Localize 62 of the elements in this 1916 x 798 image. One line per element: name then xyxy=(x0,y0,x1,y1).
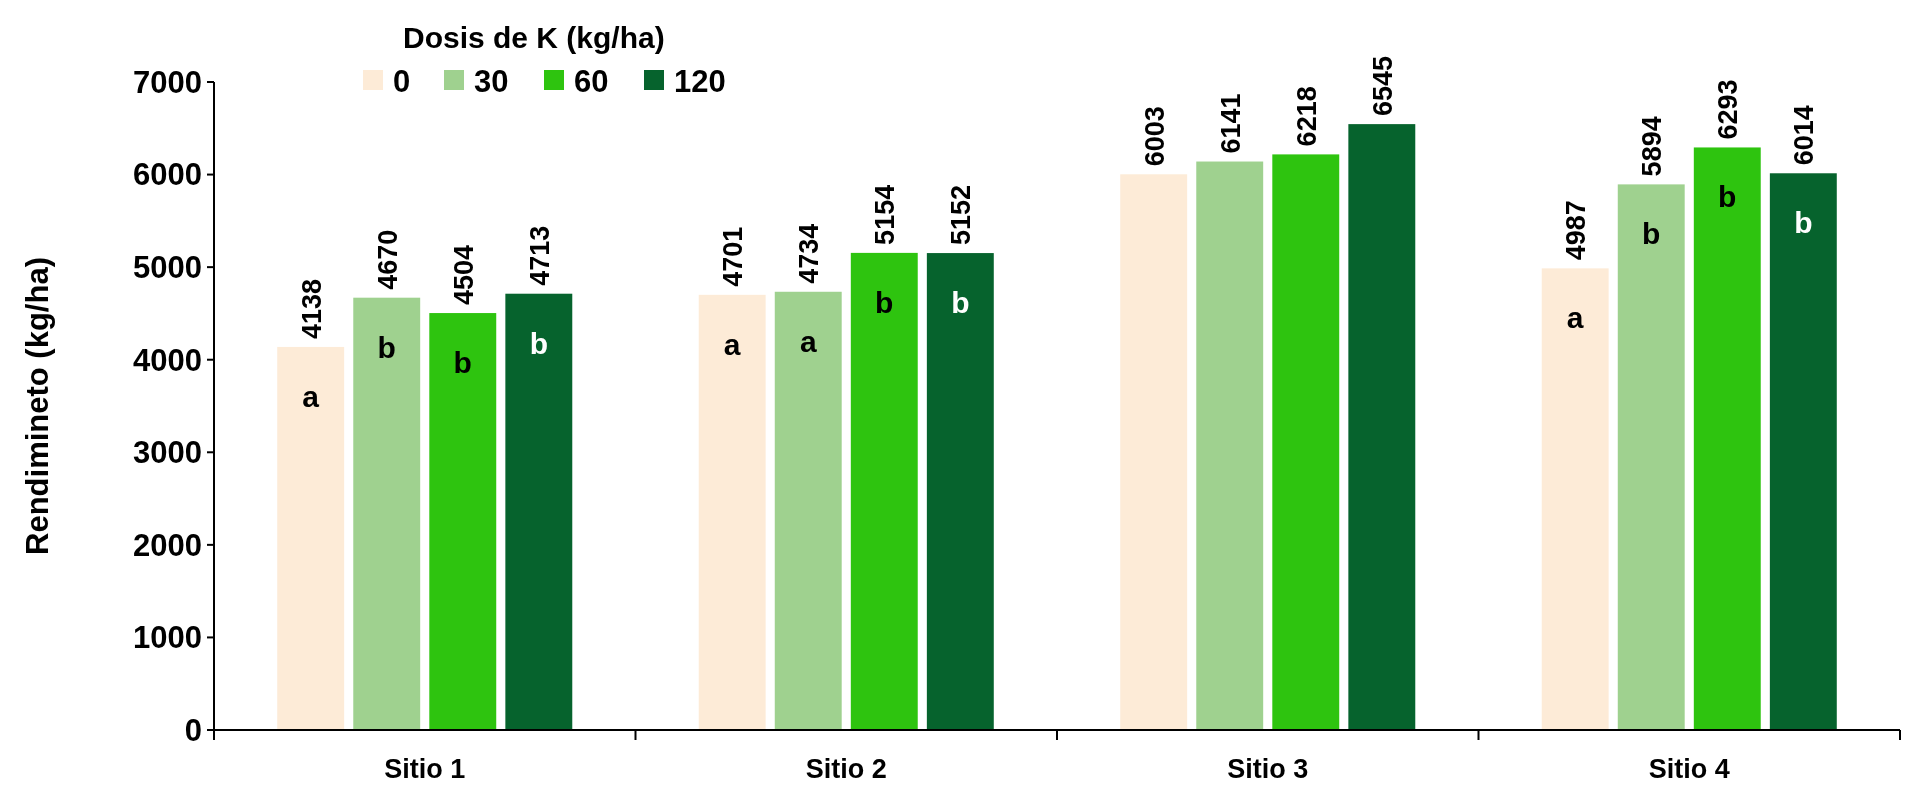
x-tick-label: Sitio 2 xyxy=(805,754,887,784)
bar xyxy=(429,313,497,730)
bar xyxy=(1348,124,1416,730)
annotation: b xyxy=(1718,180,1737,214)
y-tick-label: 3000 xyxy=(133,435,202,471)
annotation: b xyxy=(529,326,548,360)
annotation: b xyxy=(1642,217,1661,251)
x-tick-label: Sitio 3 xyxy=(1227,754,1309,784)
data-label: 4701 xyxy=(718,226,749,287)
bar xyxy=(774,291,842,730)
legend-label: 30 xyxy=(474,64,509,99)
data-label: 6003 xyxy=(1139,106,1170,167)
bar xyxy=(1196,161,1264,730)
bar xyxy=(698,294,766,730)
data-label: 5894 xyxy=(1637,116,1668,177)
data-label: 4987 xyxy=(1561,200,1592,261)
x-tick-label: Sitio 4 xyxy=(1648,754,1730,784)
data-label: 6218 xyxy=(1291,86,1322,147)
bar xyxy=(1120,174,1188,730)
y-tick-label: 5000 xyxy=(133,249,202,285)
bar xyxy=(353,297,421,730)
bar xyxy=(1769,173,1837,730)
data-label: 4734 xyxy=(794,223,825,284)
annotation: b xyxy=(377,330,396,364)
bar xyxy=(1541,268,1609,730)
bar xyxy=(505,293,573,730)
bar xyxy=(1693,147,1761,730)
data-label: 6141 xyxy=(1215,93,1246,154)
y-tick-label: 4000 xyxy=(133,342,202,378)
data-label: 4713 xyxy=(524,225,555,286)
y-tick-label: 0 xyxy=(184,712,202,748)
bar xyxy=(1617,184,1685,730)
annotation: b xyxy=(951,286,970,320)
bar xyxy=(926,253,994,730)
data-label: 6545 xyxy=(1367,56,1398,117)
y-tick-label: 6000 xyxy=(133,157,202,193)
legend-label: 120 xyxy=(674,64,726,99)
legend-title: Dosis de K (kg/ha) xyxy=(403,21,665,54)
annotation: a xyxy=(302,379,320,413)
legend-label: 60 xyxy=(574,64,609,99)
annotation: b xyxy=(1794,206,1813,240)
x-tick-label: Sitio 1 xyxy=(384,754,466,784)
data-label: 5154 xyxy=(870,184,901,245)
legend-label: 0 xyxy=(393,64,411,99)
y-axis-title: Rendimineto (kg/ha) xyxy=(20,257,55,555)
annotation: b xyxy=(875,285,894,319)
annotation: a xyxy=(799,324,817,358)
data-label: 4670 xyxy=(372,229,403,290)
y-tick-label: 2000 xyxy=(133,527,202,563)
annotation: b xyxy=(453,346,472,380)
y-tick-label: 7000 xyxy=(133,64,202,100)
y-tick-label: 1000 xyxy=(133,620,202,656)
data-label: 4504 xyxy=(448,244,479,306)
bar xyxy=(850,252,918,730)
annotation: a xyxy=(1566,301,1584,335)
data-label: 5152 xyxy=(946,184,977,246)
data-label: 4138 xyxy=(296,278,327,339)
bar xyxy=(277,346,345,730)
bar xyxy=(1272,154,1340,730)
data-label: 6293 xyxy=(1713,79,1744,140)
data-label: 6014 xyxy=(1789,105,1820,166)
annotation: a xyxy=(723,327,741,361)
